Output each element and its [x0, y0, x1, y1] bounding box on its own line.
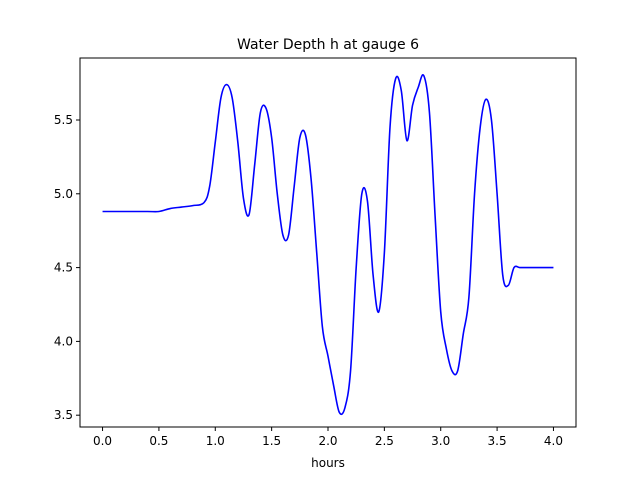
x-tick-label: 3.0 — [431, 434, 450, 448]
x-tick-label: 1.5 — [262, 434, 281, 448]
x-axis: 0.0 0.5 1.0 1.5 2.0 2.5 3.0 3.5 4.0 — [93, 427, 563, 448]
x-tick-label: 4.0 — [544, 434, 563, 448]
y-tick-label: 3.5 — [54, 408, 73, 422]
x-tick-label: 2.0 — [318, 434, 337, 448]
y-tick-label: 4.0 — [54, 334, 73, 348]
y-tick-label: 5.0 — [54, 187, 73, 201]
plot-area — [102, 74, 554, 416]
x-tick-label: 2.5 — [375, 434, 394, 448]
x-tick-label: 3.5 — [488, 434, 507, 448]
x-axis-label: hours — [311, 456, 345, 470]
y-axis: 3.5 4.0 4.5 5.0 5.5 — [54, 113, 80, 422]
series-line-0 — [102, 74, 554, 416]
y-tick-label: 5.5 — [54, 113, 73, 127]
y-tick-label: 4.5 — [54, 261, 73, 275]
x-tick-label: 0.5 — [149, 434, 168, 448]
x-tick-label: 1.0 — [206, 434, 225, 448]
x-tick-label: 0.0 — [93, 434, 112, 448]
chart-title: Water Depth h at gauge 6 — [237, 37, 419, 53]
